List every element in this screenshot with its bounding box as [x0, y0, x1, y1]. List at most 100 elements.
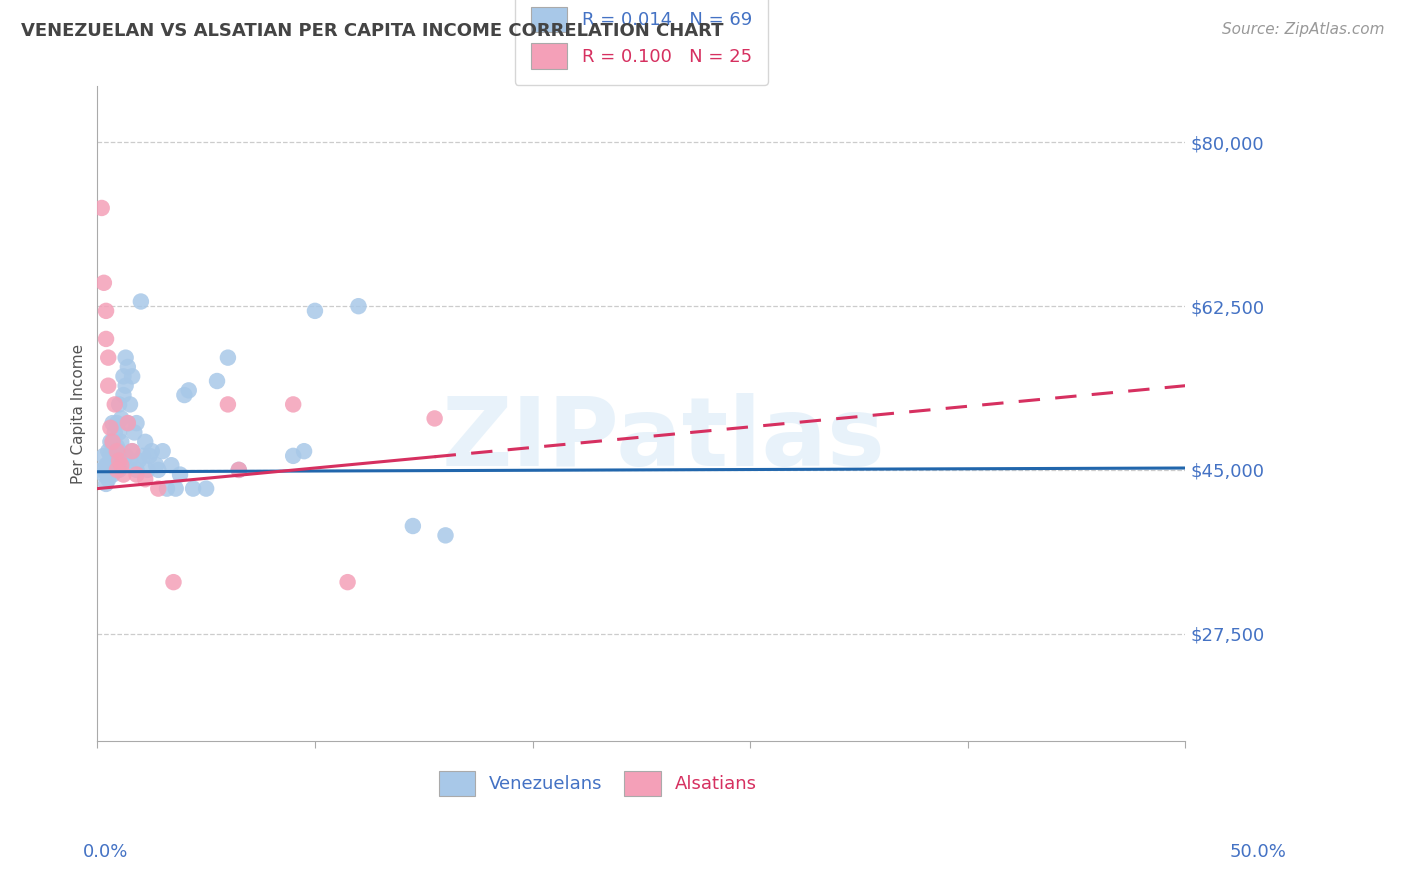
Point [195, 482, 218, 496]
Point [423, 411, 446, 425]
Point [156, 482, 179, 496]
Point [434, 528, 457, 542]
Point [108, 453, 131, 467]
Point [121, 369, 143, 384]
Point [112, 369, 135, 384]
Point [114, 351, 136, 365]
Point [94, 477, 117, 491]
Point [136, 463, 159, 477]
Point [160, 458, 183, 473]
Point [110, 411, 132, 425]
Point [93, 449, 115, 463]
Point [152, 444, 174, 458]
Point [177, 384, 200, 398]
Point [108, 425, 131, 440]
Point [104, 458, 127, 473]
Point [94, 458, 117, 473]
Point [304, 304, 326, 318]
Point [97, 351, 120, 365]
Point [148, 463, 170, 477]
Point [93, 276, 115, 290]
Point [173, 388, 195, 402]
Point [108, 463, 131, 477]
Point [97, 458, 120, 473]
Text: ZIPatlas: ZIPatlas [441, 393, 884, 486]
Point [105, 444, 128, 458]
Point [97, 378, 120, 392]
Point [118, 453, 141, 467]
Text: VENEZUELAN VS ALSATIAN PER CAPITA INCOME CORRELATION CHART: VENEZUELAN VS ALSATIAN PER CAPITA INCOME… [21, 22, 724, 40]
Point [104, 425, 127, 440]
Text: 50.0%: 50.0% [1230, 843, 1286, 861]
Point [101, 416, 124, 430]
Point [104, 444, 127, 458]
Point [110, 458, 132, 473]
Point [132, 449, 155, 463]
Point [117, 416, 139, 430]
Point [117, 416, 139, 430]
Point [110, 434, 132, 449]
Text: 0.0%: 0.0% [83, 843, 128, 861]
Point [402, 519, 425, 533]
Y-axis label: Per Capita Income: Per Capita Income [72, 343, 86, 483]
Point [292, 444, 315, 458]
Point [100, 434, 122, 449]
Point [90, 463, 112, 477]
Point [125, 467, 148, 482]
Point [134, 472, 156, 486]
Point [105, 463, 128, 477]
Point [104, 397, 127, 411]
Point [110, 453, 132, 467]
Point [97, 444, 120, 458]
Point [112, 453, 135, 467]
Point [169, 467, 191, 482]
Point [121, 444, 143, 458]
Point [125, 463, 148, 477]
Point [101, 434, 124, 449]
Point [124, 425, 146, 440]
Point [141, 444, 163, 458]
Point [105, 440, 128, 454]
Point [100, 421, 122, 435]
Point [118, 397, 141, 411]
Point [105, 463, 128, 477]
Point [347, 299, 370, 313]
Point [228, 463, 250, 477]
Point [283, 397, 305, 411]
Point [217, 351, 239, 365]
Point [128, 453, 150, 467]
Point [134, 434, 156, 449]
Point [283, 449, 305, 463]
Point [217, 397, 239, 411]
Point [228, 463, 250, 477]
Point [108, 444, 131, 458]
Point [112, 467, 135, 482]
Point [100, 449, 122, 463]
Point [165, 482, 187, 496]
Point [114, 378, 136, 392]
Point [138, 449, 160, 463]
Point [105, 416, 128, 430]
Point [121, 444, 143, 458]
Point [114, 449, 136, 463]
Text: Source: ZipAtlas.com: Source: ZipAtlas.com [1222, 22, 1385, 37]
Point [93, 467, 115, 482]
Point [181, 482, 204, 496]
Point [112, 388, 135, 402]
Point [94, 332, 117, 346]
Point [108, 397, 131, 411]
Point [205, 374, 228, 388]
Point [336, 575, 359, 590]
Point [148, 482, 170, 496]
Point [129, 294, 152, 309]
Point [100, 463, 122, 477]
Point [145, 458, 167, 473]
Point [125, 416, 148, 430]
Point [101, 434, 124, 449]
Point [94, 304, 117, 318]
Point [162, 575, 184, 590]
Point [117, 359, 139, 374]
Point [97, 472, 120, 486]
Point [101, 467, 124, 482]
Legend: Venezuelans, Alsatians: Venezuelans, Alsatians [425, 756, 772, 811]
